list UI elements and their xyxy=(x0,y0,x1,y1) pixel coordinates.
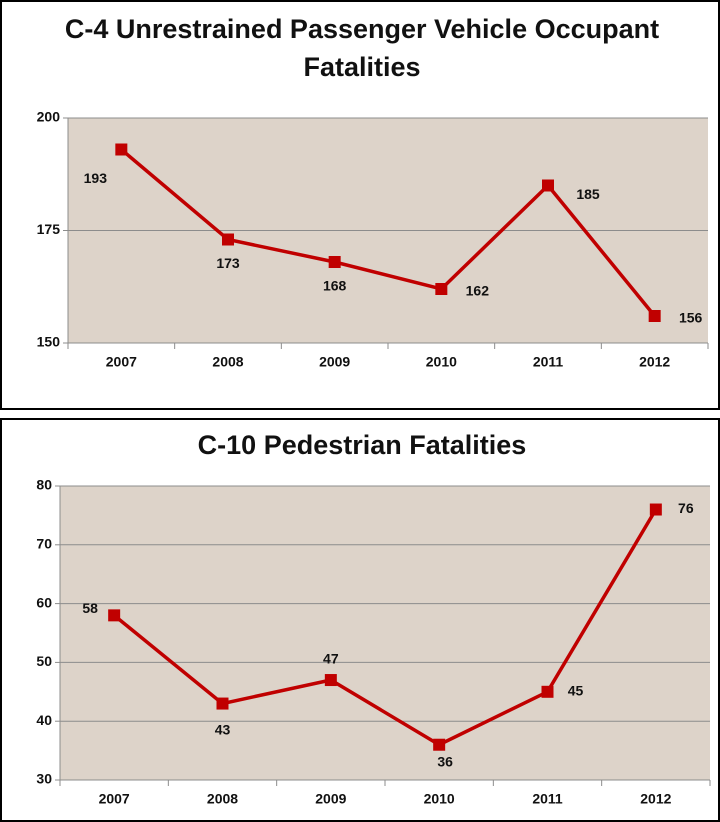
y-tick-label: 30 xyxy=(36,771,52,787)
x-tick-label: 2011 xyxy=(533,354,564,370)
x-tick-label: 2009 xyxy=(315,791,346,807)
chart-title: C-4 Unrestrained Passenger Vehicle Occup… xyxy=(64,14,660,82)
x-tick-label: 2008 xyxy=(212,354,243,370)
chart: C-4 Unrestrained Passenger Vehicle Occup… xyxy=(0,0,720,410)
marker xyxy=(542,179,554,192)
line xyxy=(120,148,657,318)
line xyxy=(113,508,658,747)
data-label: 162 xyxy=(466,283,490,299)
data-label: 47 xyxy=(323,651,339,667)
data-label: 45 xyxy=(568,683,584,699)
data-label: 156 xyxy=(679,310,703,326)
data-label: 193 xyxy=(84,170,108,186)
marker xyxy=(541,685,554,698)
x-tick-label: 2010 xyxy=(424,791,455,807)
marker xyxy=(222,233,234,246)
y-tick-label: 175 xyxy=(37,221,61,237)
x-tick-label: 2012 xyxy=(640,791,671,807)
data-label: 173 xyxy=(216,255,240,271)
plot-area xyxy=(60,486,710,780)
marker xyxy=(433,738,446,751)
marker xyxy=(324,674,337,687)
marker xyxy=(435,283,448,295)
x-tick-label: 2008 xyxy=(207,791,238,807)
plot: 30 40 50 60 70 80 2007 2008 2009 2010 2011 2012 58 43… xyxy=(36,477,711,807)
marker xyxy=(328,256,341,268)
x-tick-label: 2012 xyxy=(639,354,670,370)
x-tick-label: 2011 xyxy=(532,791,563,807)
y-tick-label: 50 xyxy=(36,653,52,669)
plot: 150 175 200 2007 2008 2009 2010 2011 2012 193 173 1… xyxy=(37,109,709,370)
data-label: 76 xyxy=(678,500,694,516)
data-label: 168 xyxy=(323,278,347,294)
x-tick-label: 2007 xyxy=(106,354,137,370)
marker xyxy=(216,697,229,710)
y-tick-label: 60 xyxy=(36,594,52,610)
marker xyxy=(115,143,128,156)
y-tick-label: 200 xyxy=(37,109,61,125)
marker xyxy=(649,503,662,516)
marker xyxy=(108,609,121,622)
data-label: 185 xyxy=(576,186,600,202)
chart-title: C-10 Pedestrian Fatalities xyxy=(197,430,527,460)
data-label: 43 xyxy=(215,721,231,737)
y-tick-label: 80 xyxy=(36,477,52,493)
y-tick-label: 150 xyxy=(37,334,61,350)
x-tick-label: 2009 xyxy=(319,354,350,370)
x-tick-label: 2007 xyxy=(99,791,130,807)
data-label: 58 xyxy=(82,600,98,616)
y-tick-label: 70 xyxy=(36,536,52,552)
data-label: 36 xyxy=(437,753,453,769)
y-tick-label: 40 xyxy=(36,712,52,728)
x-tick-label: 2010 xyxy=(426,354,457,370)
marker xyxy=(648,310,661,322)
chart: C-10 Pedestrian Fatalities 30 40 50 60 70 80 2… xyxy=(0,418,720,822)
